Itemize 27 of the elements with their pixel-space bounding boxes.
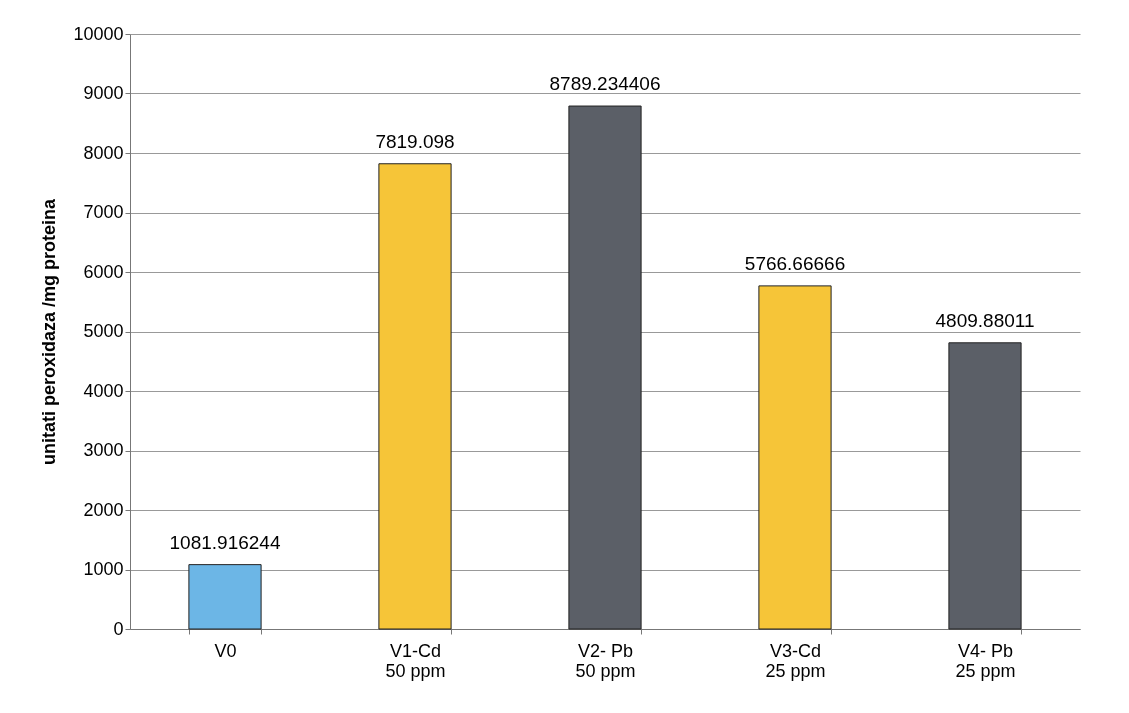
data-label: 5766.66666 xyxy=(744,252,846,274)
y-tick-label: 4000 xyxy=(83,380,124,401)
bar xyxy=(188,564,262,630)
y-tick-label: 10000 xyxy=(73,23,124,44)
y-tick-label: 9000 xyxy=(83,83,124,103)
x-tick-label: V3-Cd 25 ppm xyxy=(765,640,826,681)
y-tick-label: 7000 xyxy=(83,202,124,222)
bar xyxy=(948,342,1022,630)
data-label: 1081.916244 xyxy=(169,531,281,553)
data-label: 7819.098 xyxy=(375,130,455,152)
x-tick-label: V0 xyxy=(214,640,237,661)
y-tick-label: 2000 xyxy=(83,499,124,520)
data-label: 4809.88011 xyxy=(935,309,1035,331)
x-tick-label: V2- Pb 50 ppm xyxy=(575,640,636,681)
x-tick-label: V1-Cd 50 ppm xyxy=(385,640,446,681)
y-tick-label: 3000 xyxy=(83,440,124,460)
bar xyxy=(568,105,642,630)
y-tick-label: 1000 xyxy=(83,559,124,579)
y-tick-label: 0 xyxy=(113,618,124,639)
y-tick-label: 8000 xyxy=(83,142,124,163)
bar xyxy=(378,163,452,630)
y-tick-label: 6000 xyxy=(83,261,124,282)
bar xyxy=(758,285,832,630)
y-axis-title: unitati peroxidaza /mg proteina xyxy=(39,198,60,466)
data-label: 8789.234406 xyxy=(549,73,661,95)
y-tick-label: 5000 xyxy=(83,321,124,341)
x-tick-label: V4- Pb 25 ppm xyxy=(955,640,1016,681)
